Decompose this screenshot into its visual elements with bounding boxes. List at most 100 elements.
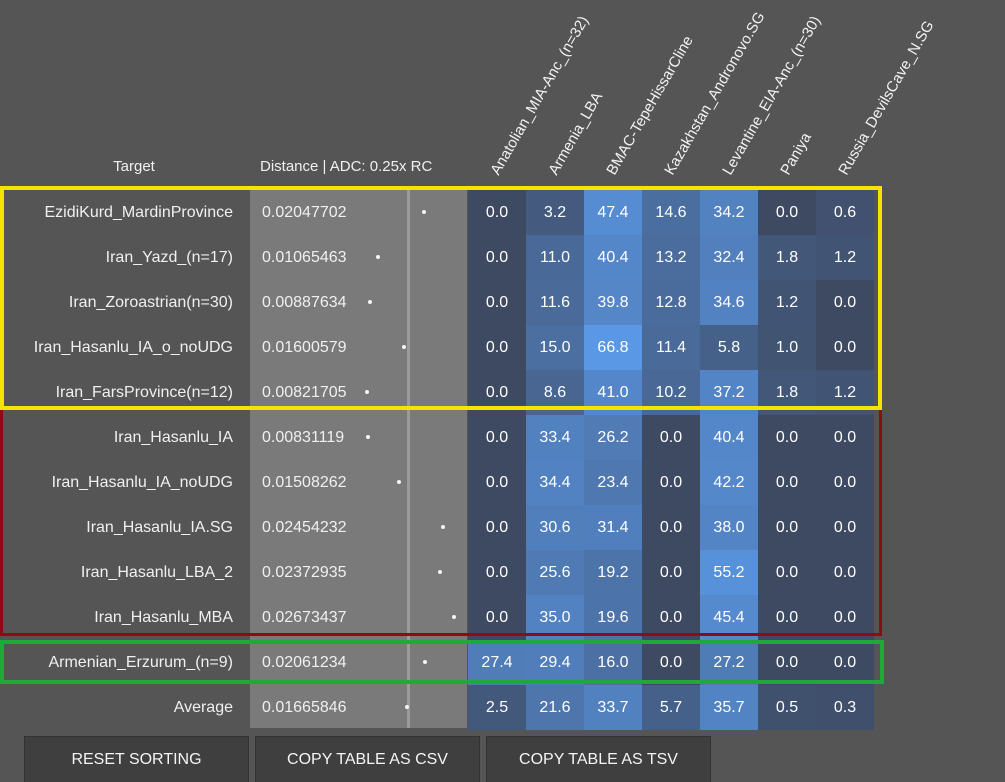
target-name: Iran_Hasanlu_IA_o_noUDG <box>33 339 233 356</box>
distance-dot <box>368 300 373 304</box>
distance-dot <box>451 615 456 619</box>
value-cell: 27.2 <box>700 640 758 685</box>
value-cell: 0.0 <box>816 460 874 505</box>
value-cell: 0.0 <box>642 415 700 460</box>
value-cell: 0.0 <box>468 415 526 460</box>
distance-column-header[interactable]: Distance | ADC: 0.25x RC <box>260 158 433 175</box>
value-cell: 1.8 <box>758 235 816 280</box>
column-header-label: Anatolian_MIA-Anc_(n=32) <box>487 13 593 178</box>
distance-value: 0.02454232 <box>262 519 347 536</box>
value-cell: 40.4 <box>700 415 758 460</box>
average-row: Average 0.01665846 2.5 21.6 33.7 5.7 35.7 0.5 0.… <box>0 685 880 730</box>
target-column-header[interactable]: Target <box>113 158 155 175</box>
value-cell: 11.4 <box>642 325 700 370</box>
value-cell: 27.4 <box>468 640 526 685</box>
value-cell: 0.0 <box>642 505 700 550</box>
value-cell: 0.0 <box>816 550 874 595</box>
target-name: Average <box>173 699 233 716</box>
value-cell: 0.0 <box>758 415 816 460</box>
table-row: Iran_Hasanlu_LBA_2 0.02372935 0.0 25.6 19.2 0… <box>0 550 880 595</box>
value-cell: 66.8 <box>584 325 642 370</box>
value-cell: 0.6 <box>816 190 874 235</box>
value-cell: 29.4 <box>526 640 584 685</box>
value-cell: 0.0 <box>642 595 700 640</box>
distance-dot <box>365 390 370 394</box>
distance-value: 0.02047702 <box>262 204 347 221</box>
value-cell: 19.6 <box>584 595 642 640</box>
distance-dot <box>365 435 370 439</box>
value-cell: 0.0 <box>816 325 874 370</box>
distance-band <box>250 190 467 728</box>
target-name: Iran_Yazd_(n=17) <box>105 249 233 266</box>
distance-dot <box>437 570 442 574</box>
copy-csv-button[interactable]: COPY TABLE AS CSV <box>255 736 480 782</box>
distance-value: 0.02372935 <box>262 564 347 581</box>
value-cell: 0.0 <box>758 595 816 640</box>
value-cell: 21.6 <box>526 685 584 730</box>
distance-value: 0.01600579 <box>262 339 347 356</box>
value-cell: 12.8 <box>642 280 700 325</box>
distance-value: 0.01508262 <box>262 474 347 491</box>
table-row: Iran_Hasanlu_IA 0.00831119 0.0 33.4 26.2 0.0 4… <box>0 415 880 460</box>
value-cell: 0.0 <box>468 235 526 280</box>
copy-tsv-button[interactable]: COPY TABLE AS TSV <box>486 736 711 782</box>
value-cell: 0.0 <box>468 505 526 550</box>
distance-dot <box>422 210 427 214</box>
value-cell: 0.0 <box>468 460 526 505</box>
distance-value: 0.02673437 <box>262 609 347 626</box>
value-cell: 39.8 <box>584 280 642 325</box>
table-row: Iran_Hasanlu_IA_noUDG 0.01508262 0.0 34.4 23… <box>0 460 880 505</box>
value-cell: 32.4 <box>700 235 758 280</box>
value-cell: 31.4 <box>584 505 642 550</box>
value-cell: 0.0 <box>816 640 874 685</box>
target-name: EzidiKurd_MardinProvince <box>44 204 233 221</box>
value-cell: 30.6 <box>526 505 584 550</box>
value-cell: 0.0 <box>816 415 874 460</box>
column-header-label: Armenia_LBA <box>545 89 607 178</box>
value-cell: 26.2 <box>584 415 642 460</box>
value-cell: 16.0 <box>584 640 642 685</box>
distance-value: 0.01665846 <box>262 699 347 716</box>
table-row: Iran_Hasanlu_MBA 0.02673437 0.0 35.0 19.6 0.0… <box>0 595 880 640</box>
table-row: Iran_FarsProvince(n=12) 0.00821705 0.0 8.6 4… <box>0 370 880 415</box>
distance-dot <box>397 480 402 484</box>
value-cell: 11.0 <box>526 235 584 280</box>
distance-value: 0.00831119 <box>262 429 345 446</box>
value-cell: 34.4 <box>526 460 584 505</box>
table-row: Iran_Yazd_(n=17) 0.01065463 0.0 11.0 40.4 13.… <box>0 235 880 280</box>
value-cell: 0.0 <box>468 370 526 415</box>
value-cell: 34.2 <box>700 190 758 235</box>
value-cell: 0.0 <box>642 640 700 685</box>
value-cell: 42.2 <box>700 460 758 505</box>
value-cell: 0.3 <box>816 685 874 730</box>
value-cell: 0.0 <box>758 550 816 595</box>
value-cell: 45.4 <box>700 595 758 640</box>
value-cell: 34.6 <box>700 280 758 325</box>
value-cell: 0.0 <box>816 280 874 325</box>
distance-dot <box>376 255 381 259</box>
value-cell: 33.4 <box>526 415 584 460</box>
distance-divider <box>407 190 410 728</box>
value-cell: 25.6 <box>526 550 584 595</box>
value-cell: 37.2 <box>700 370 758 415</box>
value-cell: 14.6 <box>642 190 700 235</box>
reset-sorting-button[interactable]: RESET SORTING <box>24 736 249 782</box>
value-cell: 0.0 <box>468 595 526 640</box>
value-cell: 2.5 <box>468 685 526 730</box>
value-cell: 41.0 <box>584 370 642 415</box>
value-cell: 38.0 <box>700 505 758 550</box>
table-row: Iran_Hasanlu_IA_o_noUDG 0.01600579 0.0 15.0… <box>0 325 880 370</box>
value-cell: 15.0 <box>526 325 584 370</box>
column-header-label: Russia_DevilsCave_N.SG <box>835 17 938 178</box>
value-cell: 5.7 <box>642 685 700 730</box>
target-name: Armenian_Erzurum_(n=9) <box>48 654 233 671</box>
value-cell: 1.2 <box>758 280 816 325</box>
value-cell: 13.2 <box>642 235 700 280</box>
value-cell: 33.7 <box>584 685 642 730</box>
value-cell: 8.6 <box>526 370 584 415</box>
target-name: Iran_Hasanlu_LBA_2 <box>80 564 233 581</box>
value-cell: 0.0 <box>816 595 874 640</box>
table-row: EzidiKurd_MardinProvince 0.02047702 0.0 3.2… <box>0 190 880 235</box>
value-cell: 0.0 <box>642 460 700 505</box>
value-cell: 5.8 <box>700 325 758 370</box>
